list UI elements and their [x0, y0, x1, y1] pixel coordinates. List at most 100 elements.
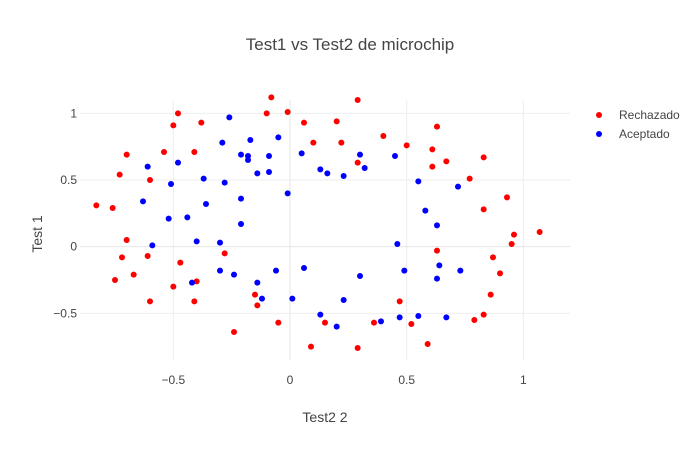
data-point-aceptado[interactable] [457, 267, 464, 274]
data-point-rechazado[interactable] [487, 291, 494, 298]
data-point-rechazado[interactable] [193, 278, 200, 285]
data-point-rechazado[interactable] [480, 311, 487, 318]
data-point-rechazado[interactable] [221, 250, 228, 257]
data-point-aceptado[interactable] [434, 275, 440, 282]
data-point-rechazado[interactable] [123, 237, 130, 243]
data-point-rechazado[interactable] [123, 151, 130, 158]
data-point-aceptado[interactable] [340, 173, 347, 179]
data-point-rechazado[interactable] [490, 254, 496, 261]
data-point-aceptado[interactable] [200, 175, 207, 182]
data-point-rechazado[interactable] [354, 159, 361, 166]
data-point-rechazado[interactable] [147, 298, 153, 305]
data-point-rechazado[interactable] [116, 171, 123, 178]
data-point-aceptado[interactable] [396, 314, 403, 321]
data-point-rechazado[interactable] [177, 259, 184, 266]
data-point-rechazado[interactable] [231, 329, 237, 335]
data-point-rechazado[interactable] [466, 175, 473, 182]
data-point-rechazado[interactable] [254, 302, 261, 309]
data-point-aceptado[interactable] [324, 170, 331, 177]
data-point-rechazado[interactable] [109, 205, 116, 211]
data-point-rechazado[interactable] [371, 319, 377, 326]
data-point-aceptado[interactable] [422, 207, 429, 214]
data-point-aceptado[interactable] [238, 151, 244, 158]
data-point-aceptado[interactable] [247, 137, 254, 143]
data-point-aceptado[interactable] [361, 165, 368, 171]
data-point-aceptado[interactable] [217, 267, 223, 274]
data-point-rechazado[interactable] [308, 343, 314, 350]
data-point-aceptado[interactable] [175, 159, 181, 166]
data-point-aceptado[interactable] [434, 222, 440, 229]
data-point-rechazado[interactable] [429, 146, 436, 153]
data-point-rechazado[interactable] [429, 163, 436, 170]
data-point-aceptado[interactable] [266, 153, 272, 159]
data-point-aceptado[interactable] [165, 215, 172, 222]
data-point-rechazado[interactable] [354, 345, 361, 351]
data-point-rechazado[interactable] [408, 321, 415, 327]
data-point-aceptado[interactable] [245, 157, 251, 163]
data-point-aceptado[interactable] [284, 190, 291, 197]
data-point-rechazado[interactable] [191, 298, 198, 305]
data-point-rechazado[interactable] [170, 283, 177, 290]
data-point-rechazado[interactable] [497, 270, 503, 277]
data-point-aceptado[interactable] [357, 151, 363, 158]
legend-item-rechazado[interactable]: Rechazado [596, 108, 680, 122]
data-point-aceptado[interactable] [378, 318, 384, 325]
data-point-rechazado[interactable] [252, 291, 258, 298]
data-point-rechazado[interactable] [161, 149, 167, 155]
data-point-rechazado[interactable] [119, 254, 125, 261]
data-point-rechazado[interactable] [403, 142, 410, 149]
data-point-rechazado[interactable] [480, 206, 487, 213]
data-point-aceptado[interactable] [289, 295, 296, 302]
data-point-aceptado[interactable] [259, 295, 265, 302]
data-point-rechazado[interactable] [275, 319, 282, 326]
data-point-aceptado[interactable] [231, 271, 237, 278]
data-point-rechazado[interactable] [301, 119, 307, 126]
data-point-rechazado[interactable] [508, 241, 515, 247]
data-point-rechazado[interactable] [310, 139, 317, 146]
data-point-rechazado[interactable] [284, 109, 291, 115]
data-point-rechazado[interactable] [338, 139, 345, 146]
data-point-rechazado[interactable] [443, 158, 450, 165]
data-point-rechazado[interactable] [268, 94, 275, 101]
legend[interactable]: Rechazado Aceptado [596, 108, 680, 141]
data-point-aceptado[interactable] [217, 239, 223, 246]
data-point-rechazado[interactable] [112, 277, 118, 283]
data-point-aceptado[interactable] [193, 238, 200, 245]
data-point-aceptado[interactable] [203, 201, 209, 207]
data-point-aceptado[interactable] [221, 179, 228, 186]
data-point-aceptado[interactable] [415, 313, 422, 319]
data-point-rechazado[interactable] [322, 319, 328, 326]
data-point-rechazado[interactable] [511, 231, 517, 238]
data-point-aceptado[interactable] [301, 265, 307, 271]
data-point-aceptado[interactable] [184, 214, 191, 221]
data-point-rechazado[interactable] [536, 229, 543, 235]
data-point-rechazado[interactable] [354, 97, 361, 103]
data-point-rechazado[interactable] [434, 123, 440, 130]
data-point-aceptado[interactable] [340, 297, 347, 303]
data-point-rechazado[interactable] [396, 298, 403, 305]
data-point-aceptado[interactable] [443, 314, 450, 321]
data-point-aceptado[interactable] [254, 279, 261, 286]
data-point-rechazado[interactable] [144, 253, 151, 259]
data-point-aceptado[interactable] [357, 273, 363, 279]
data-point-aceptado[interactable] [415, 178, 422, 185]
data-point-aceptado[interactable] [238, 221, 244, 227]
data-point-rechazado[interactable] [333, 118, 340, 125]
data-point-rechazado[interactable] [424, 341, 431, 347]
data-point-rechazado[interactable] [198, 119, 205, 126]
data-point-aceptado[interactable] [298, 150, 305, 157]
data-point-aceptado[interactable] [266, 169, 272, 175]
data-point-aceptado[interactable] [275, 134, 282, 141]
data-point-rechazado[interactable] [130, 271, 137, 278]
data-point-aceptado[interactable] [401, 267, 408, 274]
data-point-aceptado[interactable] [317, 311, 324, 318]
data-point-rechazado[interactable] [480, 154, 487, 161]
data-point-rechazado[interactable] [170, 122, 177, 129]
data-point-aceptado[interactable] [455, 183, 461, 190]
data-point-rechazado[interactable] [93, 202, 100, 209]
legend-item-aceptado[interactable]: Aceptado [596, 127, 670, 141]
data-point-aceptado[interactable] [219, 139, 226, 146]
data-point-aceptado[interactable] [436, 262, 443, 269]
data-point-aceptado[interactable] [394, 241, 401, 247]
data-point-aceptado[interactable] [226, 114, 233, 121]
